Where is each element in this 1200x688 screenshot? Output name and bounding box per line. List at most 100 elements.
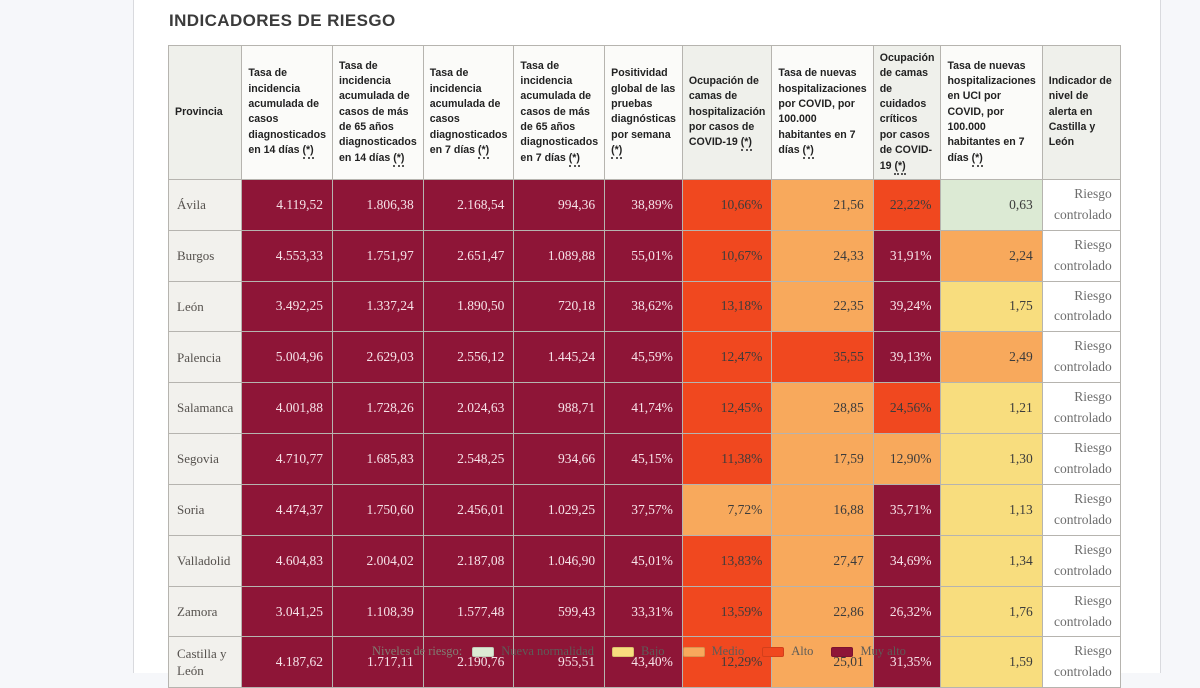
tooltip-marker[interactable]: (*): [894, 159, 906, 175]
tooltip-marker[interactable]: (*): [568, 151, 580, 167]
column-header-tasa_uci: Tasa de nuevas hospitalizaciones en UCI …: [940, 45, 1043, 180]
column-header-ocup_hosp: Ocupación de camas de hospitalización po…: [681, 45, 773, 180]
metric-cell: 3.492,25: [241, 280, 334, 333]
tooltip-marker[interactable]: (*): [802, 144, 814, 160]
metric-cell: 1.751,97: [332, 229, 424, 282]
metric-cell: 4.710,77: [241, 433, 334, 485]
alert-level-cell: Riesgo controlado: [1041, 636, 1121, 688]
metric-cell: 4.604,83: [241, 534, 334, 587]
metric-cell: 31,91%: [872, 229, 942, 282]
tooltip-marker[interactable]: (*): [393, 151, 405, 167]
metric-cell: 22,35: [771, 280, 874, 333]
metric-cell: 2.456,01: [422, 483, 515, 536]
column-header-ocup_uci: Ocupación de camas de cuidados críticos …: [872, 45, 942, 180]
table-row: Palencia 5.004,96 2.629,03 2.556,12 1.445,24…: [167, 331, 1121, 384]
legend-swatch-alto: [762, 646, 785, 657]
metric-cell: 1,30: [940, 433, 1043, 485]
metric-cell: 4.474,37: [241, 483, 334, 536]
column-header-positividad: Positividad global de las pruebas diagnó…: [604, 45, 683, 180]
metric-cell: 2.168,54: [422, 178, 515, 231]
column-header-tia14: Tasa de incidencia acumulada de casos di…: [241, 45, 334, 180]
metric-cell: 4.187,62: [241, 636, 334, 688]
legend-item-label: Muy alto: [860, 644, 906, 658]
column-header-label: Positividad global de las pruebas diagnó…: [611, 67, 676, 141]
legend-swatch-nueva_normalidad: [472, 646, 495, 657]
metric-cell: 1.108,39: [332, 585, 424, 638]
alert-level-cell: Riesgo controlado: [1041, 331, 1121, 384]
metric-cell: 13,18%: [681, 280, 773, 333]
metric-cell: 38,62%: [604, 280, 683, 333]
metric-cell: 2,24: [940, 229, 1043, 282]
column-header-label: Tasa de nuevas hospitalizaciones en UCI …: [947, 59, 1036, 164]
province-cell: Burgos: [167, 229, 243, 282]
table-row: Zamora 3.041,25 1.108,39 1.577,48 599,43 33,3…: [167, 585, 1121, 638]
metric-cell: 39,13%: [872, 331, 942, 384]
metric-cell: 4.553,33: [241, 229, 334, 282]
metric-cell: 1,59: [940, 636, 1043, 688]
metric-cell: 13,83%: [681, 534, 773, 587]
metric-cell: 1.029,25: [513, 483, 606, 536]
metric-cell: 1.046,90: [513, 534, 606, 587]
metric-cell: 0,63: [940, 178, 1043, 231]
metric-cell: 3.041,25: [241, 585, 334, 638]
legend-item-medio: Medio: [682, 644, 744, 659]
table-row: Burgos 4.553,33 1.751,97 2.651,47 1.089,88 55…: [167, 229, 1121, 282]
province-cell: Castilla y León: [167, 636, 243, 688]
legend-item-label: Bajo: [640, 644, 665, 658]
alert-level-cell: Riesgo controlado: [1041, 229, 1121, 282]
metric-cell: 4.001,88: [241, 382, 334, 435]
column-header-tasa_hosp: Tasa de nuevas hospitalizaciones por COV…: [771, 45, 874, 180]
metric-cell: 38,89%: [604, 178, 683, 231]
metric-cell: 24,56%: [872, 382, 942, 435]
metric-cell: 22,86: [771, 585, 874, 638]
legend-item-alto: Alto: [762, 644, 813, 659]
province-cell: Salamanca: [167, 382, 243, 435]
tooltip-marker[interactable]: (*): [611, 144, 623, 160]
metric-cell: 5.004,96: [241, 331, 334, 384]
metric-cell: 1,75: [940, 280, 1043, 333]
metric-cell: 12,45%: [681, 382, 773, 435]
table-body: Ávila 4.119,52 1.806,38 2.168,54 994,36 38,89…: [167, 178, 1121, 688]
metric-cell: 1.806,38: [332, 178, 424, 231]
column-header-tia7: Tasa de incidencia acumulada de casos di…: [422, 45, 515, 180]
table-row: Salamanca 4.001,88 1.728,26 2.024,63 988,71 4…: [167, 382, 1121, 435]
metric-cell: 16,88: [771, 483, 874, 536]
metric-cell: 1.890,50: [422, 280, 515, 333]
metric-cell: 2.556,12: [422, 331, 515, 384]
column-header-label: Ocupación de camas de cuidados críticos …: [879, 52, 935, 172]
metric-cell: 45,59%: [604, 331, 683, 384]
legend-swatch-bajo: [611, 646, 634, 657]
metric-cell: 39,24%: [872, 280, 942, 333]
column-header-alerta: Indicador de nivel de alerta en Castilla…: [1041, 45, 1121, 180]
legend-item-muy_alto: Muy alto: [831, 644, 906, 659]
metric-cell: 1,21: [940, 382, 1043, 435]
metric-cell: 1,76: [940, 585, 1043, 638]
page-title: INDICADORES DE RIESGO: [169, 11, 396, 30]
legend-swatch-medio: [682, 646, 705, 657]
metric-cell: 21,56: [771, 178, 874, 231]
metric-cell: 45,01%: [604, 534, 683, 587]
tooltip-marker[interactable]: (*): [971, 151, 983, 167]
table-row: León 3.492,25 1.337,24 1.890,50 720,18 38,62%…: [167, 280, 1121, 333]
alert-level-cell: Riesgo controlado: [1041, 382, 1121, 435]
metric-cell: 33,31%: [604, 585, 683, 638]
table-header: Provincia Tasa de incidencia acumulada de…: [167, 45, 1121, 180]
tooltip-marker[interactable]: (*): [478, 144, 490, 160]
legend-items: Nueva normalidad Bajo Medio Alto Muy alto: [472, 644, 924, 659]
province-cell: Soria: [167, 483, 243, 536]
metric-cell: 41,74%: [604, 382, 683, 435]
column-header-label: Indicador de nivel de alerta en Castilla…: [1048, 75, 1112, 149]
metric-cell: 12,90%: [872, 433, 942, 485]
column-header-label: Tasa de incidencia acumulada de casos di…: [429, 67, 508, 157]
province-cell: Palencia: [167, 331, 243, 384]
tooltip-marker[interactable]: (*): [302, 144, 314, 160]
metric-cell: 2.651,47: [422, 229, 515, 282]
metric-cell: 2,49: [940, 331, 1043, 384]
metric-cell: 4.119,52: [241, 178, 334, 231]
metric-cell: 27,47: [771, 534, 874, 587]
metric-cell: 35,55: [771, 331, 874, 384]
legend-item-nueva_normalidad: Nueva normalidad: [472, 644, 594, 659]
province-cell: Ávila: [167, 178, 243, 231]
tooltip-marker[interactable]: (*): [740, 136, 752, 152]
metric-cell: 28,85: [771, 382, 874, 435]
